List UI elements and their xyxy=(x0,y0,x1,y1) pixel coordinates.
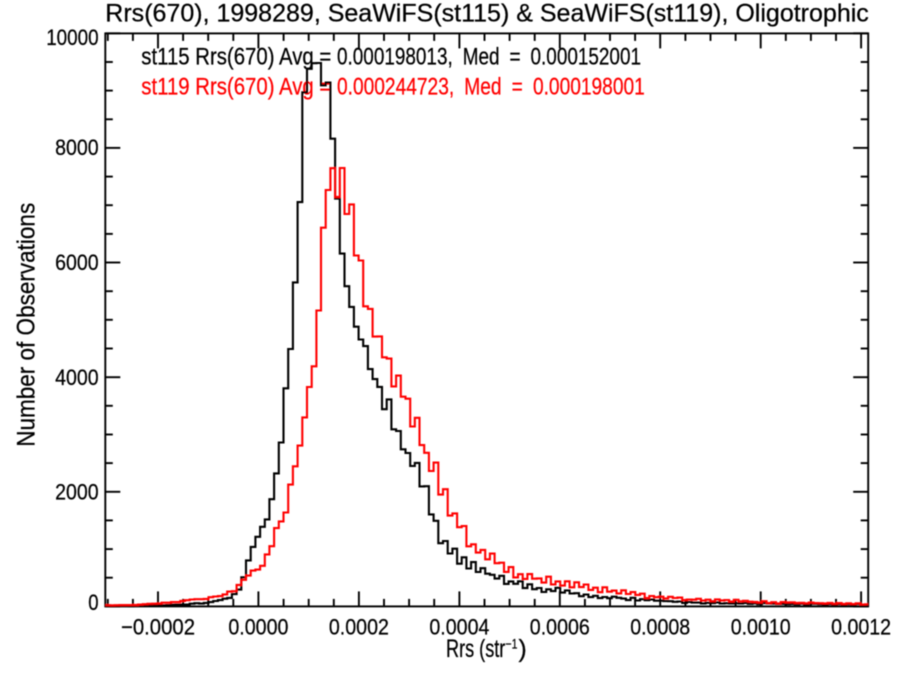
svg-text:0.0002: 0.0002 xyxy=(329,614,389,639)
svg-text:st119 Rrs(670) Avg =: st119 Rrs(670) Avg = xyxy=(141,74,331,101)
svg-text:0: 0 xyxy=(88,590,98,615)
svg-text:10000: 10000 xyxy=(46,25,98,50)
svg-text:−0.0002: −0.0002 xyxy=(121,614,195,639)
svg-text:6000: 6000 xyxy=(55,250,99,275)
svg-text:): ) xyxy=(519,636,527,663)
svg-text:−1: −1 xyxy=(506,636,518,651)
svg-text:Rrs (str: Rrs (str xyxy=(446,636,505,663)
svg-text:0.0004: 0.0004 xyxy=(429,614,489,639)
svg-text:2000: 2000 xyxy=(55,479,99,504)
svg-text:0.0006: 0.0006 xyxy=(530,614,590,639)
svg-text:0.0000: 0.0000 xyxy=(228,614,288,639)
svg-text:0.000198013, Med = 0.000152001: 0.000198013, Med = 0.000152001 xyxy=(337,44,641,71)
svg-text:st115 Rrs(670) Avg =: st115 Rrs(670) Avg = xyxy=(141,44,331,71)
svg-text:Number of Observations: Number of Observations xyxy=(14,203,41,447)
svg-text:0.0008: 0.0008 xyxy=(630,614,690,639)
svg-text:0.000244723, Med = 0.000198001: 0.000244723, Med = 0.000198001 xyxy=(337,74,645,101)
svg-text:Rrs(670), 1998289, SeaWiFS(st1: Rrs(670), 1998289, SeaWiFS(st115) & SeaW… xyxy=(105,1,869,28)
svg-text:8000: 8000 xyxy=(55,135,99,160)
svg-text:0.0010: 0.0010 xyxy=(731,614,791,639)
svg-text:0.0012: 0.0012 xyxy=(831,614,891,639)
svg-text:4000: 4000 xyxy=(55,365,99,390)
